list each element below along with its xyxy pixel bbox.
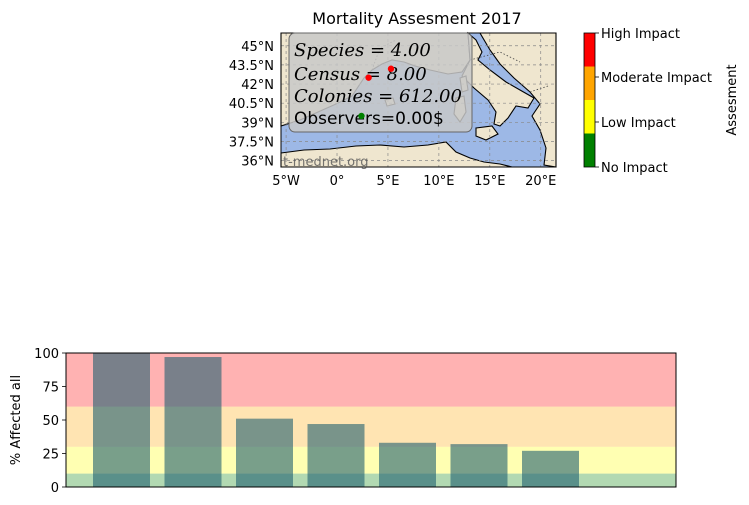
colorbar-tick-label: High Impact: [601, 27, 680, 42]
map-y-tick-label: 42°N: [241, 78, 274, 93]
bar-y-ticks: 0 25 50 75 100: [34, 347, 66, 496]
map-panel: 5°W 0° 5°E 10°E 15°E 20°E 45°N 43.5°N 42°N 40.5°…: [229, 31, 557, 189]
map-y-tick-label: 45°N: [241, 40, 274, 55]
bar-panel: 0 25 50 75 100 % Affected all: [9, 347, 677, 496]
colorbar-frame: [583, 32, 596, 168]
colorbar: No Impact Low Impact Moderate Impact High I…: [583, 27, 712, 176]
map-point: [358, 112, 365, 120]
bar: [522, 450, 579, 487]
impact-band: [66, 446, 676, 474]
bar-y-tick-label: 25: [42, 448, 59, 463]
colorbar-segment: [584, 133, 595, 167]
bar: [164, 357, 222, 487]
map-x-tick-label: 10°E: [423, 174, 454, 189]
impact-bands: [66, 353, 676, 487]
impact-band: [66, 473, 676, 487]
colorbar-tick-label: No Impact: [601, 161, 668, 176]
map-x-ticks: 5°W 0° 5°E 10°E 15°E 20°E: [272, 174, 556, 189]
stats-legend-box: [288, 32, 473, 133]
stat-species: Species = 4.00: [294, 40, 431, 61]
colorbar-segment: [584, 33, 595, 67]
map-x-tick-label: 5°E: [376, 174, 399, 189]
bar: [236, 418, 293, 487]
stat-census: Census = 8.00: [294, 64, 427, 85]
map-point: [387, 65, 395, 72]
map-points: [358, 65, 395, 120]
map-x-tick-label: 20°E: [525, 174, 556, 189]
map-y-tick-label: 39°N: [241, 116, 274, 131]
map-x-tick-label: 0°: [330, 174, 345, 189]
bar-y-tick-label: 50: [42, 414, 59, 429]
map-title: Mortality Assesment 2017: [312, 9, 521, 28]
bar: [307, 424, 365, 487]
map-y-tick-label: 40.5°N: [229, 97, 274, 112]
map-y-tick-label: 37.5°N: [229, 135, 274, 150]
map-y-ticks: 45°N 43.5°N 42°N 40.5°N 39°N 37.5°N 36°N: [229, 40, 274, 170]
bar: [93, 353, 150, 487]
map-x-tick-label: 15°E: [474, 174, 505, 189]
map-x-tick-label: 5°W: [272, 174, 300, 189]
bars: [93, 353, 579, 487]
map-y-tick-label: 43.5°N: [229, 59, 274, 74]
colorbar-tick-label: Moderate Impact: [601, 71, 712, 86]
stat-observers: Observers=0.00$: [294, 109, 444, 129]
stat-colonies: Colonies = 612.00: [294, 86, 462, 107]
bar: [379, 442, 436, 487]
bar: [450, 444, 508, 487]
bar-y-tick-label: 0: [51, 481, 59, 496]
colorbar-segment: [584, 100, 595, 134]
impact-band: [66, 353, 676, 407]
impact-band: [66, 406, 676, 447]
watermark: t-mednet.org: [283, 155, 369, 170]
bar-y-axis-label: % Affected all: [9, 375, 24, 465]
map-y-tick-label: 36°N: [241, 155, 274, 170]
bar-y-tick-label: 75: [42, 381, 59, 396]
map-point: [365, 74, 372, 81]
colorbar-tick-label: Low Impact: [601, 116, 676, 131]
bar-y-tick-label: 100: [34, 347, 59, 362]
colorbar-segment: [584, 66, 595, 100]
colorbar-label: Assesment: [725, 64, 740, 135]
